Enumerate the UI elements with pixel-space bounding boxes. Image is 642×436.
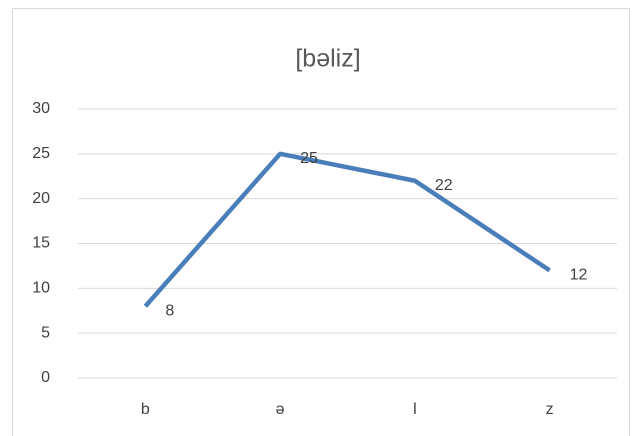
- x-tick-label: l: [413, 401, 417, 418]
- line: [143, 151, 551, 308]
- data-label: 12: [570, 267, 588, 284]
- x-tick-label: b: [141, 401, 150, 418]
- data-label: 22: [435, 177, 453, 194]
- y-tick-label: 15: [32, 235, 50, 252]
- chart-border: [12, 8, 630, 436]
- y-tick-label: 30: [32, 100, 50, 117]
- x-tick-label: ə: [276, 401, 285, 418]
- y-tick-label: 5: [41, 324, 50, 341]
- y-tick-label: 20: [32, 190, 50, 207]
- y-tick-label: 10: [32, 280, 50, 297]
- chart-title: [bəliz]: [295, 45, 360, 73]
- data-label: 8: [165, 302, 174, 319]
- y-tick-label: 0: [41, 369, 50, 386]
- y-tick-label: 25: [32, 145, 50, 162]
- data-label: 25: [300, 150, 318, 167]
- x-tick-label: z: [546, 401, 554, 418]
